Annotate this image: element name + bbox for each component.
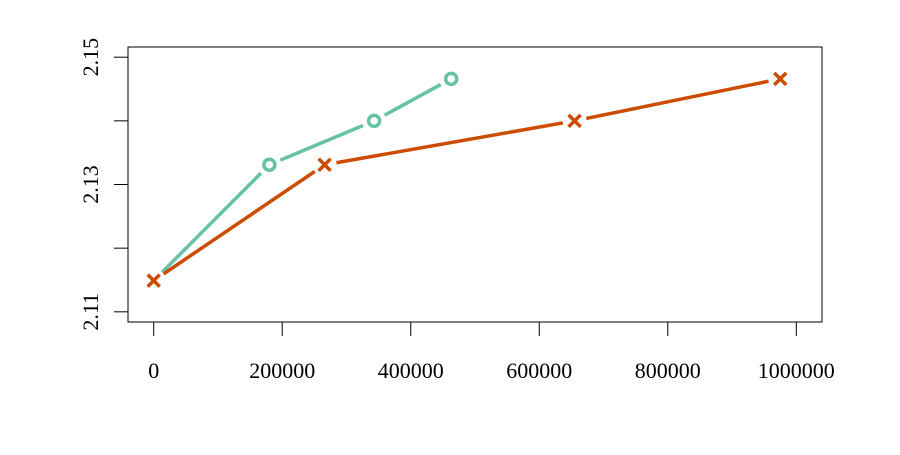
point (317, 157, 332, 173)
y-tick-label: 2.13 (78, 165, 103, 204)
series-line (152, 77, 781, 283)
point (366, 113, 382, 129)
marker-gap (257, 152, 282, 177)
x-tick-label: 400000 (378, 358, 444, 383)
series-line (152, 77, 453, 282)
x-tick-label: 200000 (249, 358, 315, 383)
point (567, 113, 582, 129)
x-tick-label: 0 (148, 358, 159, 383)
marker-gap (439, 66, 464, 91)
y-tick-label: 2.15 (78, 38, 103, 76)
y-tick-label: 2.11 (78, 293, 103, 331)
x-tick-label: 600000 (506, 358, 572, 383)
point (262, 157, 277, 173)
plot-box (127, 46, 823, 323)
x-tick-label: 1000000 (758, 358, 835, 383)
point (146, 273, 161, 288)
point (443, 71, 459, 87)
marker-gap (362, 108, 387, 133)
point (772, 71, 788, 87)
x-tick-label: 800000 (635, 358, 701, 383)
